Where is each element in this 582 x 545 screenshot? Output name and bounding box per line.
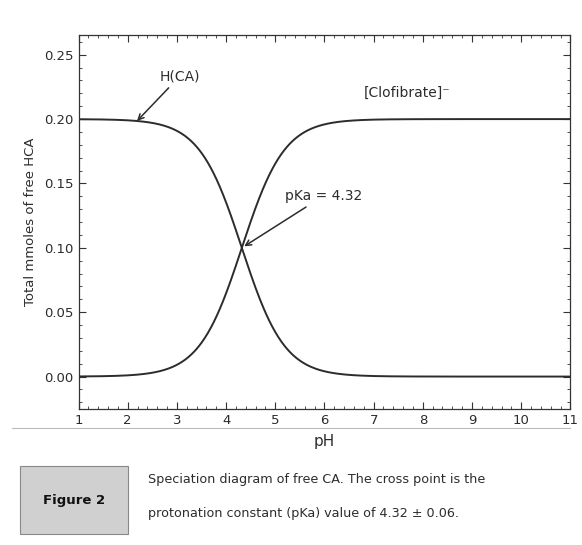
Text: Figure 2: Figure 2	[44, 494, 105, 507]
X-axis label: pH: pH	[314, 434, 335, 449]
Text: protonation constant (pKa) value of 4.32 ± 0.06.: protonation constant (pKa) value of 4.32…	[148, 507, 459, 520]
Text: Speciation diagram of free CA. The cross point is the: Speciation diagram of free CA. The cross…	[148, 473, 485, 486]
Text: H(CA): H(CA)	[139, 69, 200, 120]
Text: [Clofibrate]⁻: [Clofibrate]⁻	[364, 86, 450, 100]
Text: pKa = 4.32: pKa = 4.32	[246, 189, 363, 245]
FancyBboxPatch shape	[20, 466, 128, 534]
Y-axis label: Total mmoles of free HCA: Total mmoles of free HCA	[24, 138, 37, 306]
